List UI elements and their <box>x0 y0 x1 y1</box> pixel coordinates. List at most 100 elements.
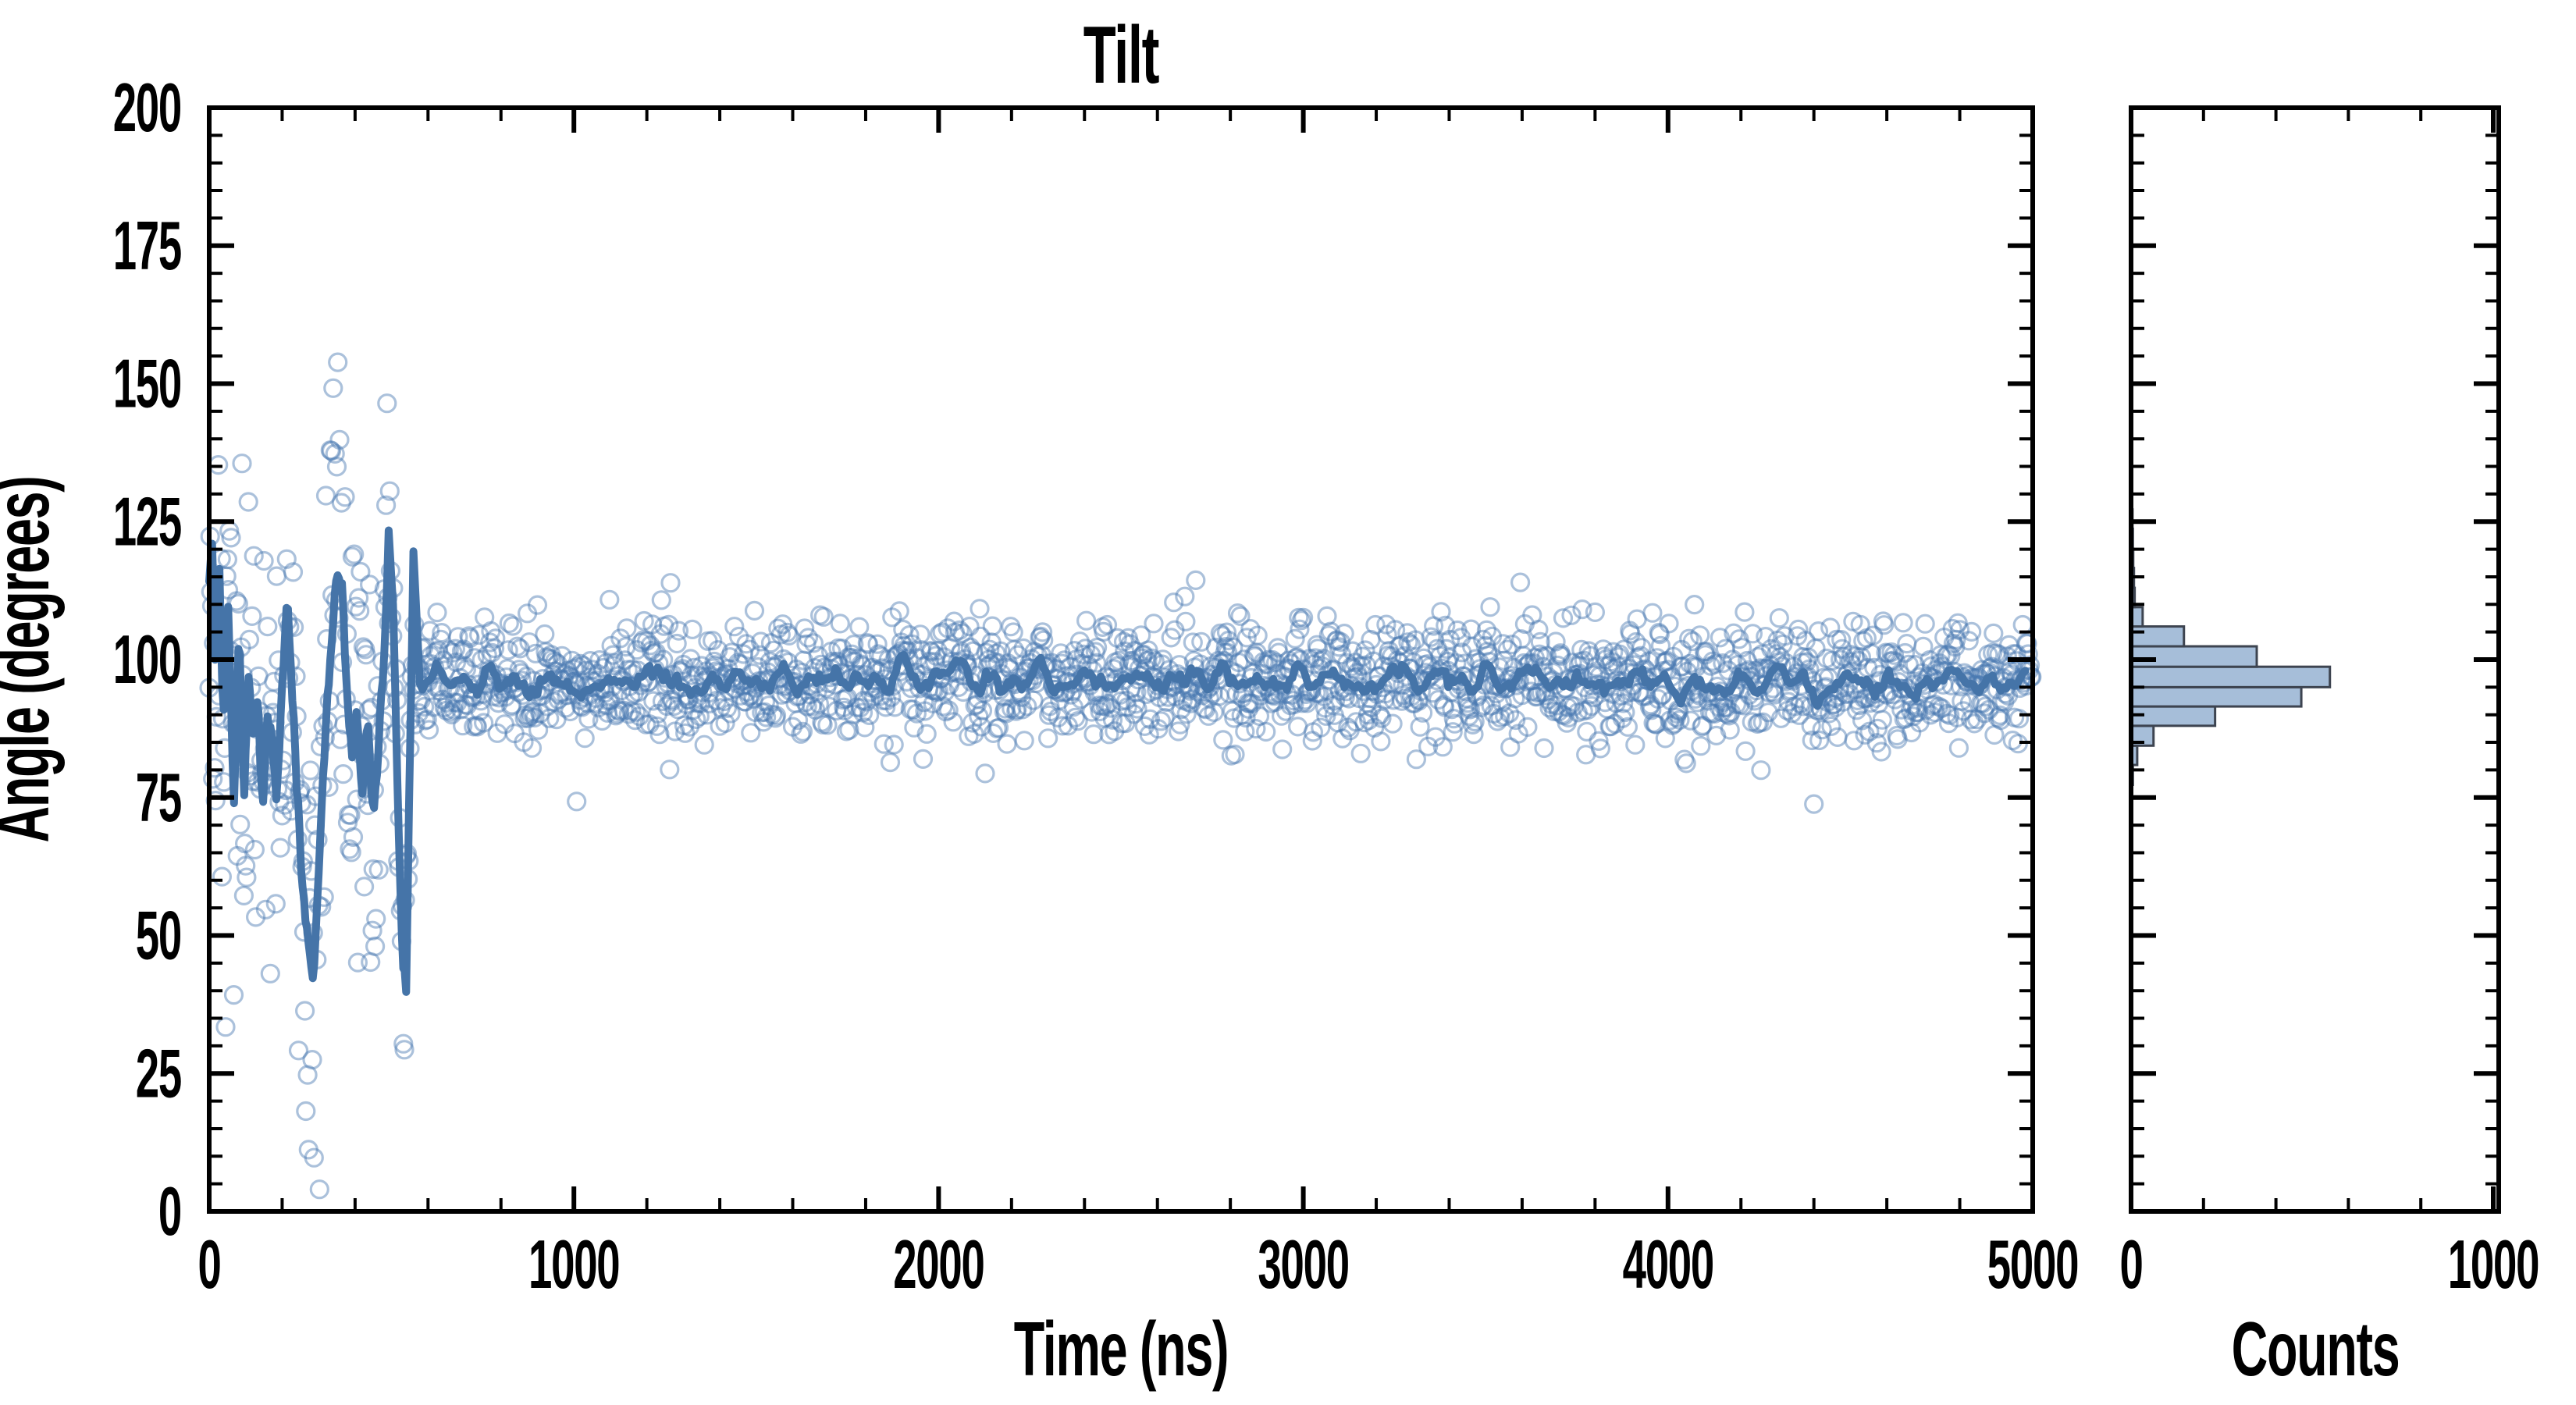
scatter-point <box>1290 619 1310 639</box>
scatter-point <box>624 710 646 731</box>
scatter-point <box>1400 635 1421 655</box>
scatter-point <box>1439 629 1461 650</box>
scatter-point <box>1734 695 1754 716</box>
scatter-point <box>205 758 225 778</box>
scatter-point <box>1134 716 1155 737</box>
scatter-point <box>745 702 766 723</box>
scatter-point <box>1272 739 1293 759</box>
scatter-point <box>651 590 671 610</box>
scatter-point <box>339 805 359 825</box>
scatter-point <box>556 698 576 718</box>
scatter-point <box>1510 572 1531 592</box>
scatter-point <box>1844 731 1864 751</box>
scatter-point <box>1395 688 1416 709</box>
scatter-point <box>494 714 515 735</box>
scatter-point <box>1008 645 1028 665</box>
scatter-point <box>1417 654 1438 674</box>
scatter-point <box>795 618 815 638</box>
scatter-point <box>1003 622 1023 642</box>
scatter-point <box>1165 686 1186 706</box>
scatter-point <box>625 702 646 722</box>
scatter-point <box>1422 683 1443 703</box>
scatter-point <box>1398 632 1418 653</box>
scatter-point <box>1685 594 1705 615</box>
scatter-point <box>1126 682 1147 702</box>
scatter-point <box>1758 702 1778 723</box>
scatter-point <box>904 717 924 738</box>
scatter-point <box>242 606 262 627</box>
scatter-point <box>1984 724 2005 745</box>
scatter-point <box>283 562 304 582</box>
scatter-point <box>432 689 453 710</box>
scatter-point <box>1465 649 1486 669</box>
scatter-point <box>295 1001 315 1021</box>
scatter-point <box>1903 706 1923 727</box>
scatter-point <box>834 697 854 717</box>
scatter-point <box>650 624 671 644</box>
scatter-point <box>1582 695 1602 717</box>
scatter-point <box>1153 649 1173 670</box>
scatter-point <box>1355 640 1375 660</box>
scatter-point <box>1094 621 1114 642</box>
scatter-point <box>1585 656 1606 678</box>
scatter-point <box>1414 655 1435 675</box>
scatter-point <box>1731 638 1752 658</box>
scatter-point <box>1534 738 1554 759</box>
scatter-point <box>1287 717 1308 737</box>
scatter-point <box>703 631 723 651</box>
scatter-point <box>1499 703 1520 724</box>
scatter-point <box>642 614 663 635</box>
scatter-point <box>1436 615 1456 636</box>
scatter-point <box>1916 700 1936 720</box>
scatter-point <box>393 1033 414 1054</box>
scatter-point <box>1338 717 1358 738</box>
scatter-point <box>1224 708 1244 728</box>
scatter-point <box>1127 699 1147 719</box>
scatter-point <box>838 647 859 667</box>
scatter-point <box>335 487 355 507</box>
scatter-point <box>1205 637 1226 658</box>
scatter-point <box>1168 721 1189 742</box>
scatter-point <box>920 641 941 661</box>
scatter-point <box>2018 644 2038 664</box>
scatter-point <box>1670 710 1690 731</box>
scatter-point <box>455 694 475 715</box>
scatter-point <box>1446 653 1467 674</box>
scatter-point <box>415 710 436 731</box>
scatter-point <box>938 618 958 638</box>
scatter-point <box>237 867 257 887</box>
scatter-point <box>1682 631 1703 652</box>
scatter-point <box>1656 652 1677 672</box>
scatter-point <box>1340 720 1360 741</box>
scatter-point <box>1109 650 1130 671</box>
scatter-point <box>1502 634 1522 655</box>
scatter-point <box>1480 597 1500 617</box>
scatter-point <box>820 641 841 662</box>
scatter-point <box>1606 692 1626 713</box>
scatter-point <box>1300 649 1320 669</box>
scatter-point <box>661 689 681 710</box>
scatter-point <box>1864 657 1884 678</box>
scatter-point <box>1325 631 1347 651</box>
scatter-point <box>971 717 991 737</box>
scatter-point <box>522 701 543 722</box>
scatter-point <box>903 699 923 720</box>
scatter-point <box>473 713 494 733</box>
scatter-point <box>342 546 362 567</box>
scatter-point <box>297 1065 318 1085</box>
scatter-point <box>1463 714 1483 735</box>
scatter-point <box>276 549 297 569</box>
scatter-point <box>760 633 781 653</box>
scatter-point <box>1311 650 1332 670</box>
scatter-point <box>1552 704 1572 724</box>
scatter-point <box>1030 628 1050 648</box>
scatter-point <box>1307 635 1327 655</box>
scatter-point <box>270 838 290 858</box>
scatter-point <box>1836 684 1856 705</box>
scatter-point <box>792 721 813 742</box>
scatter-point <box>578 709 599 729</box>
scatter-point <box>1105 721 1125 742</box>
scatter-point <box>1871 742 1891 762</box>
scatter-point <box>1942 618 1962 639</box>
scatter-point <box>1148 719 1169 739</box>
